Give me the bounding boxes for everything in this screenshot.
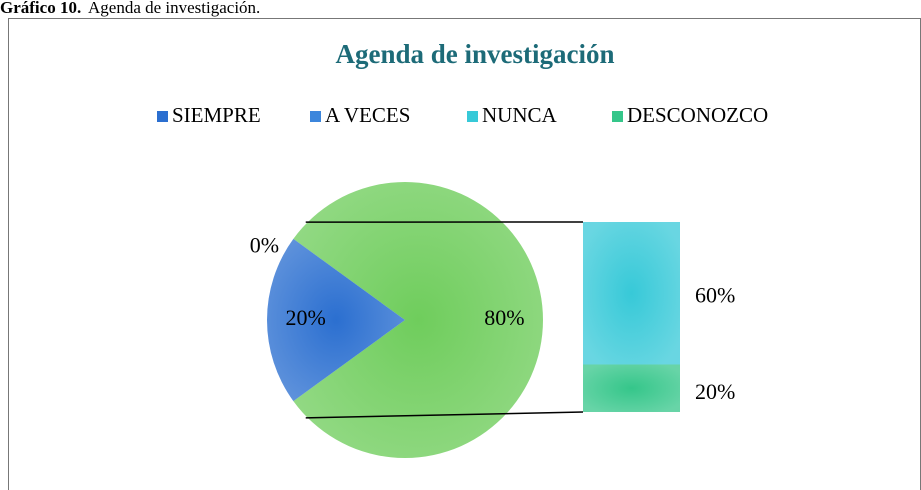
- legend-swatch: [467, 111, 478, 122]
- legend-label: A VECES: [325, 103, 410, 127]
- legend-label: DESCONOZCO: [627, 103, 768, 127]
- legend-swatch: [157, 111, 168, 122]
- legend-label: SIEMPRE: [172, 103, 261, 127]
- chart-title: Agenda de investigación: [335, 39, 614, 69]
- bar-segment: [583, 222, 680, 365]
- caption-text: Agenda de investigación.: [88, 0, 260, 17]
- legend-swatch: [310, 111, 321, 122]
- legend-label: NUNCA: [482, 103, 558, 127]
- bar-label: 60%: [695, 282, 735, 307]
- caption-label: Gráfico 10.: [0, 0, 81, 17]
- bar-segment: [583, 364, 680, 412]
- pie-label: 0%: [250, 232, 279, 257]
- bar-label: 20%: [695, 379, 735, 404]
- legend-swatch: [612, 111, 623, 122]
- pie-slice: [267, 238, 405, 402]
- connector-line: [305, 411, 584, 419]
- pie-label: 20%: [285, 305, 325, 330]
- pie-label: 80%: [484, 305, 524, 330]
- pie-slice: [293, 182, 543, 459]
